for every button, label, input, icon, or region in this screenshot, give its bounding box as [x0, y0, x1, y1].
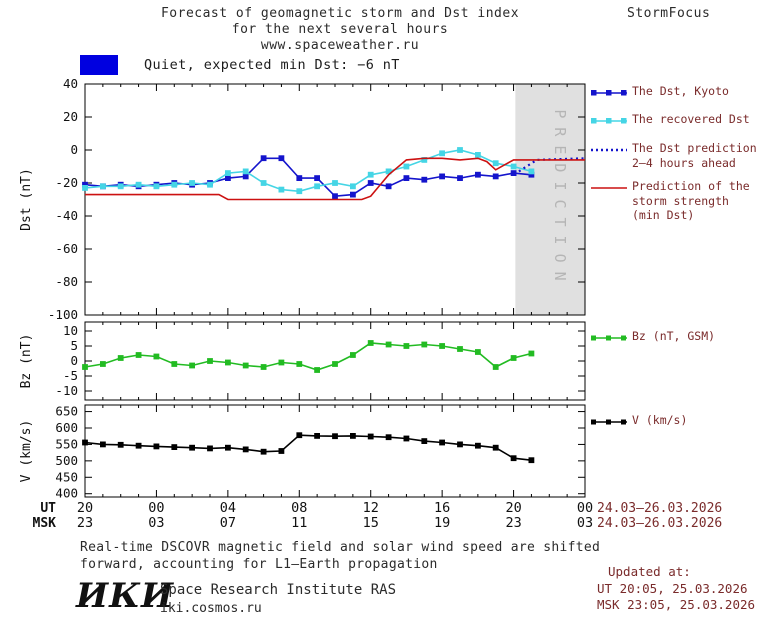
legend-storm-strength-label-2: storm strength	[632, 193, 729, 208]
svg-text:20: 20	[63, 109, 78, 124]
svg-text:-10: -10	[55, 383, 78, 398]
svg-text:-80: -80	[55, 274, 78, 289]
legend-dst-prediction-label-1: The Dst prediction	[632, 141, 757, 155]
ut-date-range: 24.03–26.03.2026	[597, 501, 722, 516]
legend-v: V (km/s)	[590, 413, 687, 428]
institute-website: iki.cosmos.ru	[160, 601, 262, 616]
svg-text:11: 11	[291, 515, 307, 531]
v-axis-label: V (km/s)	[19, 420, 34, 483]
title-site-url: www.spaceweather.ru	[260, 38, 420, 53]
series-the-recovered-dst	[82, 147, 535, 195]
svg-text:04: 04	[220, 500, 236, 516]
series-prediction-of-the-storm-strength-min-dst-	[85, 157, 585, 201]
msk-row-label: MSK	[33, 516, 57, 531]
dst-axis-label: Dst (nT)	[19, 168, 34, 231]
legend-dst-prediction-label-2: 2–4 hours ahead	[632, 155, 736, 170]
page-title: Forecast of geomagnetic storm and Dst in…	[80, 6, 600, 54]
legend-v-label: V (km/s)	[632, 413, 688, 427]
svg-text:450: 450	[55, 469, 78, 484]
prediction-region	[515, 84, 585, 315]
legend-storm-strength-prediction: Prediction of the storm strength (min Ds…	[590, 179, 750, 223]
series-the-dst-kyoto	[82, 155, 535, 200]
v-line-icon	[591, 419, 627, 425]
svg-text:500: 500	[55, 453, 78, 468]
svg-text:-20: -20	[55, 175, 78, 190]
svg-text:00: 00	[577, 500, 593, 516]
iki-logo: ИКИ	[76, 576, 175, 616]
svg-text:19: 19	[434, 515, 450, 531]
svg-text:15: 15	[363, 515, 379, 531]
dst-kyoto-line-icon	[591, 90, 627, 96]
svg-text:40: 40	[63, 76, 78, 91]
svg-text:0: 0	[70, 142, 78, 157]
institute-name: Space Research Institute RAS	[160, 582, 397, 598]
series-v-km-s-	[82, 432, 535, 464]
title-line-2: for the next several hours	[231, 22, 449, 37]
svg-text:20: 20	[505, 500, 521, 516]
quiet-level-swatch	[80, 55, 118, 75]
updated-at-block: Updated at: UT 20:05, 25.03.2026 MSK 23:…	[597, 564, 755, 614]
updated-at-msk: MSK 23:05, 25.03.2026	[597, 597, 756, 612]
propagation-note-line-2: forward, accounting for L1–Earth propaga…	[80, 557, 438, 572]
legend-bz-label: Bz (nT, GSM)	[632, 329, 716, 343]
bz-line-icon	[591, 335, 627, 341]
bz-axis-label: Bz (nT)	[19, 334, 34, 389]
updated-at-ut: UT 20:05, 25.03.2026	[597, 580, 748, 596]
svg-text:00: 00	[148, 500, 164, 516]
svg-text:650: 650	[55, 404, 78, 419]
legend-recovered-dst-label: The recovered Dst	[632, 112, 750, 126]
storm-strength-line-icon	[591, 187, 627, 189]
svg-text:400: 400	[55, 486, 78, 501]
svg-text:16: 16	[434, 500, 450, 516]
propagation-note: Real-time DSCOVR magnetic field and sola…	[80, 539, 600, 573]
svg-text:10: 10	[63, 323, 78, 338]
legend-dst-prediction: The Dst prediction 2–4 hours ahead	[590, 141, 757, 170]
svg-text:550: 550	[55, 436, 78, 451]
recovered-dst-line-icon	[591, 118, 627, 124]
legend-dst-kyoto: The Dst, Kyoto	[590, 84, 729, 99]
svg-text:23: 23	[505, 515, 521, 531]
ut-row-label: UT	[40, 501, 56, 516]
prediction-region-label: PREDICTION	[551, 109, 569, 289]
legend-bz: Bz (nT, GSM)	[590, 329, 715, 344]
series-bz-nt-gsm-	[82, 340, 535, 373]
propagation-note-line-1: Real-time DSCOVR magnetic field and sola…	[80, 540, 601, 555]
svg-text:-100: -100	[48, 307, 78, 322]
svg-text:07: 07	[220, 515, 236, 531]
series-the-dst-prediction-2-4-hours-ahead	[518, 157, 586, 173]
brand-stormfocus: StormFocus	[627, 6, 711, 21]
updated-at-label: Updated at:	[608, 564, 691, 579]
msk-date-range: 24.03–26.03.2026	[597, 516, 722, 531]
legend-recovered-dst: The recovered Dst	[590, 112, 750, 127]
panel-dst: PREDICTION 40 20 0 -20 -40 -60 -80 -100 Dst (nT)	[19, 76, 586, 322]
svg-text:20: 20	[77, 500, 93, 516]
svg-text:-40: -40	[55, 208, 78, 223]
svg-text:-60: -60	[55, 241, 78, 256]
svg-text:12: 12	[363, 500, 379, 516]
svg-text:03: 03	[148, 515, 164, 531]
storm-status-label: Quiet, expected min Dst: −6 nT	[144, 57, 400, 73]
storm-status-row: Quiet, expected min Dst: −6 nT	[80, 54, 400, 76]
svg-text:-5: -5	[63, 368, 78, 383]
legend-storm-strength-label-3: (min Dst)	[632, 208, 695, 222]
svg-text:08: 08	[291, 500, 307, 516]
svg-text:03: 03	[577, 515, 593, 531]
legend-storm-strength-label-1: Prediction of the	[632, 179, 750, 193]
svg-text:0: 0	[70, 353, 78, 368]
svg-text:600: 600	[55, 420, 78, 435]
legend-dst-kyoto-label: The Dst, Kyoto	[632, 84, 729, 98]
svg-text:5: 5	[70, 338, 78, 353]
svg-text:23: 23	[77, 515, 93, 531]
dst-prediction-dotted-line-icon	[591, 148, 627, 152]
title-line-1: Forecast of geomagnetic storm and Dst in…	[160, 6, 520, 21]
